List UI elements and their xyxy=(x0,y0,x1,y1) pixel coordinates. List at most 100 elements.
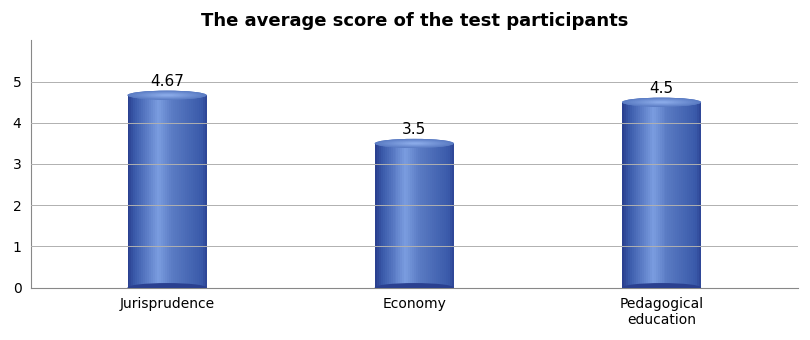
Bar xyxy=(418,143,420,288)
Bar xyxy=(135,95,138,288)
Bar xyxy=(167,95,169,288)
Bar xyxy=(632,102,634,288)
Bar xyxy=(202,95,205,288)
Bar xyxy=(681,102,684,288)
Bar xyxy=(205,95,207,288)
Bar xyxy=(622,102,625,288)
Ellipse shape xyxy=(154,94,180,97)
Text: 4.67: 4.67 xyxy=(150,73,184,88)
Bar xyxy=(191,95,193,288)
Ellipse shape xyxy=(151,93,184,97)
Ellipse shape xyxy=(645,100,678,104)
Ellipse shape xyxy=(654,101,669,103)
Bar xyxy=(189,95,191,288)
Bar xyxy=(646,102,648,288)
Ellipse shape xyxy=(390,141,438,146)
Bar xyxy=(444,143,446,288)
Bar xyxy=(695,102,697,288)
Bar xyxy=(640,102,642,288)
Bar xyxy=(201,95,203,288)
Ellipse shape xyxy=(633,99,690,105)
Bar xyxy=(169,95,171,288)
Bar xyxy=(131,95,134,288)
Ellipse shape xyxy=(382,140,447,147)
Bar xyxy=(187,95,189,288)
Bar xyxy=(198,95,201,288)
Ellipse shape xyxy=(127,283,207,292)
Bar xyxy=(628,102,630,288)
Ellipse shape xyxy=(650,101,673,103)
Ellipse shape xyxy=(158,94,177,96)
Ellipse shape xyxy=(652,101,671,103)
Bar xyxy=(691,102,693,288)
Ellipse shape xyxy=(408,143,420,144)
Ellipse shape xyxy=(156,94,178,97)
Bar xyxy=(157,95,160,288)
Title: The average score of the test participants: The average score of the test participan… xyxy=(201,13,628,31)
Ellipse shape xyxy=(399,142,429,145)
Bar xyxy=(411,143,412,288)
Bar xyxy=(147,95,150,288)
Bar xyxy=(142,95,143,288)
Bar xyxy=(134,95,135,288)
Bar xyxy=(416,143,419,288)
Bar xyxy=(404,143,407,288)
Ellipse shape xyxy=(392,141,436,146)
Ellipse shape xyxy=(375,139,454,148)
Bar xyxy=(659,102,662,288)
Text: 3.5: 3.5 xyxy=(403,122,426,137)
Ellipse shape xyxy=(627,98,696,106)
Bar xyxy=(381,143,383,288)
Ellipse shape xyxy=(629,99,694,106)
Bar xyxy=(179,95,181,288)
Bar xyxy=(393,143,394,288)
Bar xyxy=(414,143,416,288)
Bar xyxy=(648,102,650,288)
Bar xyxy=(684,102,685,288)
Ellipse shape xyxy=(147,93,187,98)
Bar xyxy=(630,102,632,288)
Ellipse shape xyxy=(624,98,699,106)
Ellipse shape xyxy=(378,139,450,148)
Bar xyxy=(379,143,381,288)
Bar xyxy=(424,143,426,288)
Bar xyxy=(687,102,689,288)
Bar xyxy=(194,95,197,288)
Ellipse shape xyxy=(636,99,687,105)
Ellipse shape xyxy=(133,91,202,99)
Bar xyxy=(171,95,173,288)
Bar xyxy=(430,143,433,288)
Ellipse shape xyxy=(375,283,454,292)
Bar xyxy=(446,143,448,288)
Ellipse shape xyxy=(143,92,190,98)
Bar xyxy=(420,143,423,288)
Bar xyxy=(145,95,147,288)
Ellipse shape xyxy=(646,101,676,104)
Bar xyxy=(163,95,165,288)
Bar xyxy=(677,102,680,288)
Bar xyxy=(181,95,183,288)
Ellipse shape xyxy=(394,141,434,146)
Bar xyxy=(448,143,450,288)
Bar xyxy=(673,102,676,288)
Ellipse shape xyxy=(136,92,198,99)
Bar xyxy=(650,102,652,288)
Ellipse shape xyxy=(655,102,667,103)
Ellipse shape xyxy=(127,91,207,100)
Bar xyxy=(399,143,401,288)
Bar xyxy=(408,143,411,288)
Bar xyxy=(375,143,377,288)
Bar xyxy=(642,102,644,288)
Bar xyxy=(138,95,139,288)
Bar xyxy=(689,102,692,288)
Bar xyxy=(385,143,387,288)
Ellipse shape xyxy=(161,95,173,96)
Bar xyxy=(669,102,671,288)
Ellipse shape xyxy=(160,94,175,96)
Bar xyxy=(185,95,187,288)
Ellipse shape xyxy=(127,91,207,100)
Bar xyxy=(177,95,179,288)
Bar xyxy=(377,143,379,288)
Bar xyxy=(671,102,674,288)
Bar xyxy=(697,102,699,288)
